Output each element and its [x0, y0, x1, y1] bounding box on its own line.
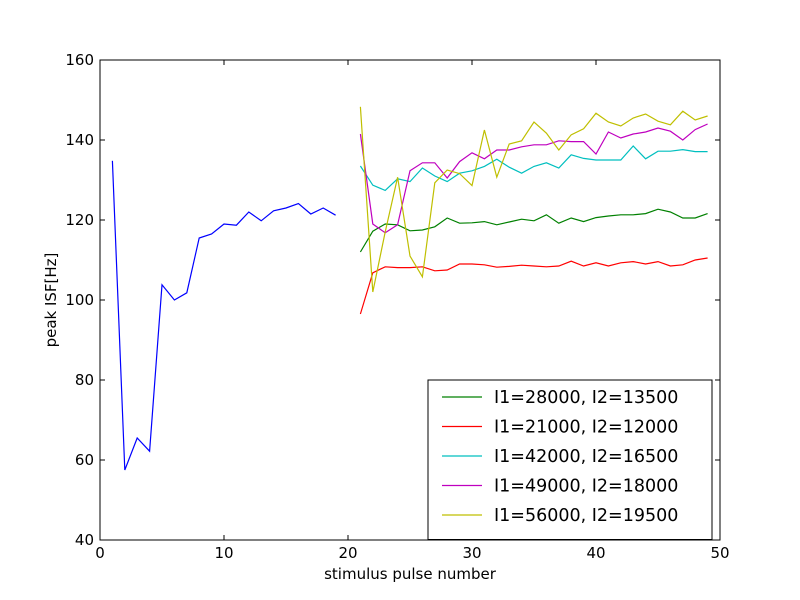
legend-label: I1=42000, I2=16500: [494, 447, 678, 467]
x-tick-label: 30: [462, 544, 481, 562]
y-tick-label: 60: [75, 451, 94, 469]
y-axis-label: peak ISF[Hz]: [42, 253, 60, 348]
x-tick-label: 10: [214, 544, 233, 562]
x-axis-label: stimulus pulse number: [324, 565, 497, 583]
legend-label: I1=28000, I2=13500: [494, 388, 678, 408]
legend: I1=28000, I2=13500 I1=21000, I2=12000 I1=4…: [427, 379, 713, 540]
x-tick-label: 0: [95, 544, 105, 562]
series-line-1: [111, 160, 336, 471]
y-tick-label: 80: [75, 371, 94, 389]
series-line-5: [359, 123, 708, 234]
legend-box: [427, 379, 713, 540]
legend-label: I1=56000, I2=19500: [494, 506, 678, 526]
series-line-4: [359, 145, 708, 192]
series-layer: [111, 106, 708, 471]
y-tick-label: 120: [65, 211, 94, 229]
legend-label: I1=49000, I2=18000: [494, 477, 678, 497]
series-line-6: [359, 106, 708, 293]
x-tick-label: 40: [586, 544, 605, 562]
series-line-2: [359, 208, 708, 253]
ticks-layer: 0 10 20 30 40 50 40 60 80 100 120 140 160: [65, 51, 729, 562]
series-line-3: [359, 257, 708, 315]
x-tick-label: 20: [338, 544, 357, 562]
y-tick-label: 160: [65, 51, 94, 69]
x-tick-label: 50: [710, 544, 729, 562]
y-tick-label: 140: [65, 131, 94, 149]
legend-label: I1=21000, I2=12000: [494, 418, 678, 438]
y-tick-label: 40: [75, 531, 94, 549]
y-tick-label: 100: [65, 291, 94, 309]
